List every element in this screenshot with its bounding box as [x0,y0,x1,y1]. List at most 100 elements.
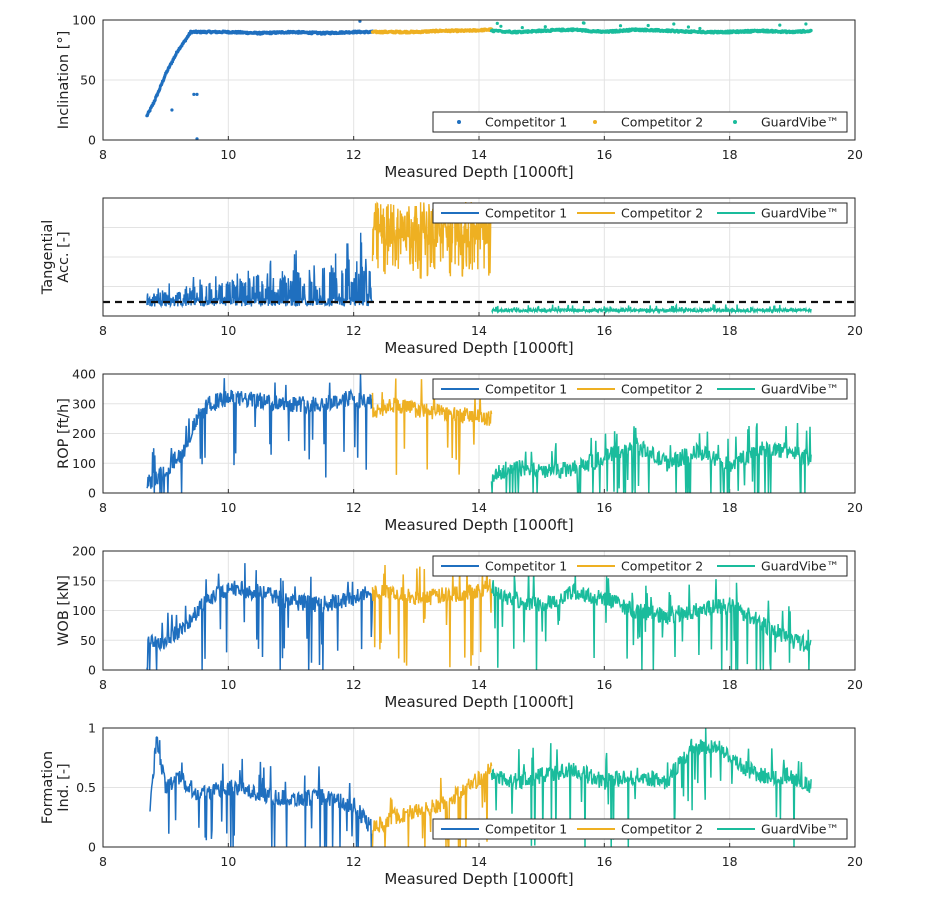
legend-marker [593,120,597,124]
x-tick-label: 8 [99,147,107,162]
data-point [495,21,499,25]
y-tick-label: 200 [72,544,96,559]
series-group [146,563,812,670]
data-point [195,137,199,140]
legend-box [432,555,848,577]
legend-entry: Competitor 2 [621,206,703,221]
legend-entry: Competitor 1 [485,115,567,130]
data-point [618,24,623,28]
y-tick-label: 0 [88,840,96,855]
y-axis-label: FormationInd. [-] [40,751,72,824]
data-point [158,87,162,91]
legend-entry: Competitor 2 [621,115,703,130]
legend: Competitor 1 Competitor 2 GuardVibe™ [432,111,848,133]
x-tick-label: 12 [346,854,362,869]
series-3-points [489,21,813,35]
legend-box [432,111,848,133]
x-tick-label: 8 [99,854,107,869]
x-tick-label: 16 [596,677,612,692]
y-tick-label: 0 [88,486,96,501]
legend: Competitor 1 Competitor 2 GuardVibe™ [432,818,848,840]
x-tick-label: 14 [471,500,487,515]
legend-entry: GuardVibe™ [761,115,839,130]
x-tick-label: 12 [346,500,362,515]
x-tick-label: 8 [99,500,107,515]
series-3-line [490,728,812,847]
legend-box [432,818,848,840]
chart-panel-2: 8 10 12 14 16 18 20 Measured Depth [1000ft] Tang… [40,197,863,357]
legend-entry: Competitor 2 [621,822,703,837]
x-tick-label: 18 [722,854,738,869]
x-tick-label: 20 [847,147,863,162]
y-axis-label: WOB [kN] [56,575,72,646]
y-axis-label: Inclination [°] [56,31,72,130]
x-tick-label: 20 [847,323,863,338]
x-tick-label: 14 [471,323,487,338]
legend-marker [457,120,461,124]
axes-box [102,727,856,848]
series-group [149,728,812,847]
legend-entry: GuardVibe™ [761,206,839,221]
legend-entry: Competitor 2 [621,382,703,397]
x-tick-label: 10 [220,147,236,162]
legend-entry: Competitor 1 [485,382,567,397]
legend-entry: GuardVibe™ [761,822,839,837]
data-point [543,25,547,29]
y-tick-label: 0 [88,663,96,678]
x-tick-label: 14 [471,677,487,692]
y-tick-label: 50 [80,73,96,88]
legend-entry: GuardVibe™ [761,559,839,574]
x-tick-label: 10 [220,677,236,692]
data-point [499,24,503,28]
data-point [809,28,813,33]
y-tick-label: 50 [80,633,96,648]
series-2-line [371,564,493,668]
x-tick-label: 16 [596,323,612,338]
y-tick-label: 150 [72,573,96,588]
x-axis-label: Measured Depth [1000ft] [384,163,573,181]
series-group [146,374,812,493]
legend-entry: Competitor 1 [485,206,567,221]
x-tick-label: 10 [220,500,236,515]
x-tick-label: 8 [99,677,107,692]
legend: Competitor 1 Competitor 2 GuardVibe™ [432,202,848,224]
x-tick-label: 12 [346,677,362,692]
axes-box [102,550,856,671]
series-1-line [146,563,374,670]
data-point [520,26,524,30]
x-tick-label: 16 [596,854,612,869]
series-1-line [146,374,374,493]
series-group [145,20,813,140]
x-axis-label: Measured Depth [1000ft] [384,516,573,534]
x-tick-label: 12 [346,147,362,162]
data-point [698,26,702,31]
legend-box [432,378,848,400]
data-point [686,25,691,29]
series-1-line [149,736,374,847]
legend-marker [733,120,737,124]
x-tick-label: 16 [596,500,612,515]
data-point [646,23,650,28]
x-tick-label: 20 [847,854,863,869]
legend: Competitor 1 Competitor 2 GuardVibe™ [432,555,848,577]
data-point [672,22,676,26]
legend-box [432,202,848,224]
x-tick-label: 20 [847,677,863,692]
data-point [195,92,199,96]
legend-entry: Competitor 1 [485,559,567,574]
series-1-line [146,232,374,309]
x-axis-label: Measured Depth [1000ft] [384,693,573,711]
x-axis-label: Measured Depth [1000ft] [384,870,573,888]
series-3-line [491,302,812,315]
y-tick-label: 0.5 [76,780,96,795]
x-tick-label: 14 [471,147,487,162]
x-tick-label: 10 [220,323,236,338]
y-axis-label: TangentialAcc. [-] [40,220,72,295]
data-point [170,108,174,112]
y-axis-label: ROP [ft/h] [56,398,72,469]
legend-entry: Competitor 2 [621,559,703,574]
axes-box [102,19,856,141]
series-2-line [371,378,493,475]
